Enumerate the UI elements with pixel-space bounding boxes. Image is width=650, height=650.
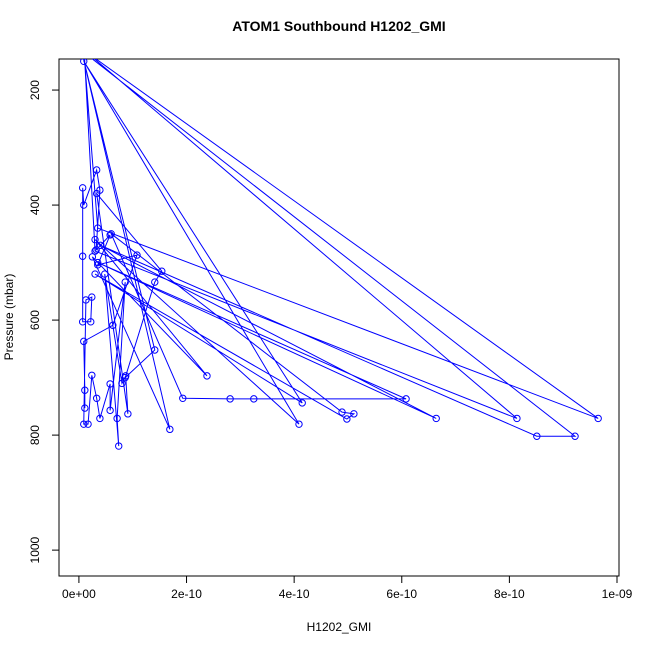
- data-point: [81, 49, 87, 55]
- data-point: [88, 371, 96, 379]
- plot-area: [78, 47, 602, 450]
- data-point: [81, 47, 87, 53]
- y-axis-label: Pressure (mbar): [2, 274, 16, 361]
- data-point: [250, 395, 258, 403]
- data-point: [432, 414, 440, 423]
- data-point: [166, 425, 174, 434]
- data-point: [203, 372, 211, 380]
- data-point: [81, 404, 89, 412]
- data-point: [106, 380, 114, 388]
- x-tick-label: 8e-10: [494, 587, 525, 601]
- data-point: [94, 224, 102, 232]
- data-point: [106, 406, 114, 415]
- x-tick-label: 0e+00: [62, 587, 96, 601]
- x-axis-label: H1202_GMI: [307, 620, 372, 634]
- data-point: [88, 293, 96, 301]
- y-tick-label: 200: [28, 80, 42, 100]
- plot-frame: [58, 58, 620, 577]
- data-point: [402, 395, 410, 403]
- data-point: [80, 201, 88, 209]
- data-point: [91, 247, 99, 255]
- data-point: [533, 432, 541, 440]
- data-point: [96, 241, 105, 250]
- chart-title: ATOM1 Southbound H1202_GMI: [232, 18, 445, 34]
- data-point: [78, 252, 87, 260]
- y-tick-label: 600: [28, 310, 42, 330]
- data-point: [338, 408, 346, 416]
- data-point: [80, 337, 88, 346]
- data-point: [107, 230, 115, 238]
- data-point: [350, 410, 358, 418]
- data-point: [94, 258, 102, 267]
- data-point: [96, 186, 104, 194]
- data-point: [81, 386, 89, 394]
- data-point: [513, 414, 521, 423]
- data-point: [82, 296, 90, 304]
- data-point: [151, 346, 159, 354]
- data-point: [106, 231, 114, 239]
- data-point: [226, 395, 234, 403]
- data-point: [80, 59, 88, 65]
- data-point: [88, 253, 97, 261]
- y-tick-label: 1000: [28, 536, 42, 563]
- data-point: [122, 372, 130, 380]
- data-point: [96, 414, 104, 423]
- data-point: [594, 414, 602, 423]
- x-tick-label: 4e-10: [279, 587, 310, 601]
- data-point: [92, 394, 101, 402]
- data-point: [295, 420, 303, 428]
- data-point: [78, 184, 87, 192]
- data-point: [121, 278, 129, 286]
- data-point: [151, 278, 159, 286]
- data-point: [133, 251, 141, 259]
- data-point: [81, 59, 84, 60]
- data-point: [109, 321, 117, 329]
- y-tick-label: 800: [28, 425, 42, 445]
- data-point: [298, 399, 306, 407]
- data-line: [82, 59, 599, 447]
- data-point: [101, 270, 109, 278]
- data-point: [94, 261, 102, 269]
- y-tick-label: 400: [28, 195, 42, 215]
- x-tick-label: 6e-10: [386, 587, 417, 601]
- data-point: [80, 420, 88, 428]
- data-point: [115, 442, 123, 450]
- data-point: [158, 267, 166, 275]
- data-point: [92, 246, 100, 254]
- data-point: [91, 235, 99, 244]
- data-point: [80, 47, 86, 53]
- data-point: [343, 415, 351, 423]
- data-point: [118, 379, 126, 388]
- data-point: [92, 166, 101, 174]
- data-point: [84, 420, 92, 428]
- data-point: [87, 318, 95, 326]
- data-point: [91, 270, 99, 278]
- data-point: [78, 318, 87, 326]
- data-point: [179, 394, 187, 402]
- data-point: [124, 410, 132, 418]
- x-tick-label: 2e-10: [171, 587, 202, 601]
- data-point: [571, 432, 579, 440]
- data-point: [113, 414, 121, 423]
- x-tick-label: 1e-09: [602, 587, 633, 601]
